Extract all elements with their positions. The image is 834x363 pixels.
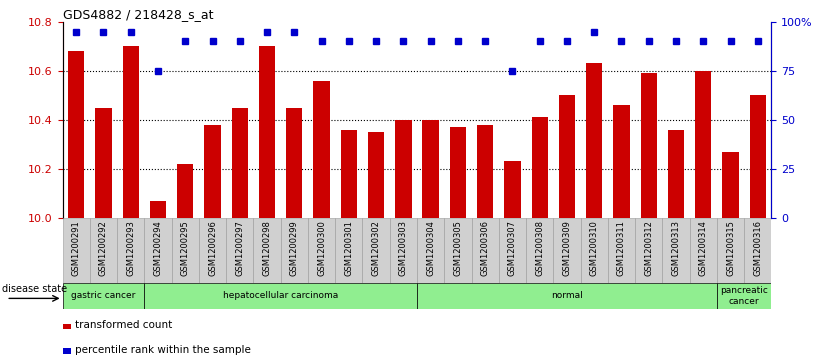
Bar (314, 81, 329, 218)
Bar (95, 107, 112, 218)
Text: disease state: disease state (2, 285, 67, 294)
Bar (477, 125, 494, 218)
Text: GSM1200296: GSM1200296 (208, 220, 217, 276)
Text: GSM1200309: GSM1200309 (562, 220, 571, 276)
Bar (68, 51, 84, 218)
Text: GSM1200291: GSM1200291 (72, 220, 81, 276)
Bar (499, 218, 526, 283)
Text: GSM1200312: GSM1200312 (644, 220, 653, 276)
Bar (281, 218, 308, 283)
Text: transformed count: transformed count (75, 320, 172, 330)
Bar (559, 95, 575, 218)
Text: GSM1200304: GSM1200304 (426, 220, 435, 276)
Text: GSM1200305: GSM1200305 (454, 220, 462, 276)
Bar (505, 162, 520, 218)
Text: GSM1200301: GSM1200301 (344, 220, 354, 276)
Bar (63, 283, 144, 309)
Bar (144, 283, 417, 309)
Bar (63, 348, 72, 354)
Bar (286, 107, 303, 218)
Bar (662, 218, 690, 283)
Bar (144, 218, 172, 283)
Bar (232, 107, 248, 218)
Bar (417, 218, 445, 283)
Text: GSM1200293: GSM1200293 (126, 220, 135, 276)
Bar (717, 283, 771, 309)
Bar (608, 218, 636, 283)
Bar (259, 46, 275, 218)
Text: GSM1200313: GSM1200313 (671, 220, 681, 276)
Text: GSM1200314: GSM1200314 (699, 220, 708, 276)
Bar (172, 218, 198, 283)
Bar (471, 218, 499, 283)
Text: GSM1200294: GSM1200294 (153, 220, 163, 276)
Bar (308, 218, 335, 283)
Bar (395, 120, 411, 218)
Text: GSM1200315: GSM1200315 (726, 220, 735, 276)
Bar (526, 218, 553, 283)
Bar (177, 164, 193, 218)
Bar (531, 117, 548, 218)
Bar (90, 218, 117, 283)
Bar (340, 130, 357, 218)
Text: GSM1200310: GSM1200310 (590, 220, 599, 276)
Text: GSM1200298: GSM1200298 (263, 220, 272, 276)
Bar (750, 95, 766, 218)
Text: GSM1200307: GSM1200307 (508, 220, 517, 276)
Text: GSM1200316: GSM1200316 (753, 220, 762, 276)
Text: GSM1200295: GSM1200295 (181, 220, 190, 276)
Bar (63, 324, 72, 330)
Text: GSM1200303: GSM1200303 (399, 220, 408, 276)
Bar (123, 46, 139, 218)
Bar (423, 120, 439, 218)
Bar (389, 218, 417, 283)
Text: gastric cancer: gastric cancer (71, 291, 136, 300)
Bar (613, 105, 630, 218)
Text: GSM1200300: GSM1200300 (317, 220, 326, 276)
Bar (335, 218, 363, 283)
Bar (63, 218, 90, 283)
Bar (553, 218, 580, 283)
Text: GSM1200302: GSM1200302 (372, 220, 380, 276)
Bar (117, 218, 144, 283)
Bar (695, 71, 711, 218)
Bar (580, 218, 608, 283)
Bar (636, 218, 662, 283)
Bar (417, 283, 717, 309)
Bar (368, 132, 384, 218)
Bar (450, 127, 466, 218)
Bar (363, 218, 389, 283)
Bar (198, 218, 226, 283)
Text: normal: normal (551, 291, 583, 300)
Bar (744, 218, 771, 283)
Text: GSM1200308: GSM1200308 (535, 220, 545, 276)
Text: GSM1200292: GSM1200292 (99, 220, 108, 276)
Bar (150, 201, 166, 218)
Bar (690, 218, 717, 283)
Bar (641, 73, 657, 218)
Bar (254, 218, 281, 283)
Text: GDS4882 / 218428_s_at: GDS4882 / 218428_s_at (63, 8, 213, 21)
Bar (668, 130, 684, 218)
Bar (717, 218, 744, 283)
Text: GSM1200297: GSM1200297 (235, 220, 244, 276)
Text: hepatocellular carcinoma: hepatocellular carcinoma (223, 291, 339, 300)
Text: percentile rank within the sample: percentile rank within the sample (75, 344, 251, 355)
Text: GSM1200306: GSM1200306 (480, 220, 490, 276)
Bar (586, 64, 602, 218)
Bar (722, 152, 739, 218)
Bar (204, 125, 221, 218)
Bar (226, 218, 254, 283)
Text: GSM1200311: GSM1200311 (617, 220, 626, 276)
Text: pancreatic
cancer: pancreatic cancer (721, 286, 768, 306)
Bar (445, 218, 471, 283)
Text: GSM1200299: GSM1200299 (289, 220, 299, 276)
